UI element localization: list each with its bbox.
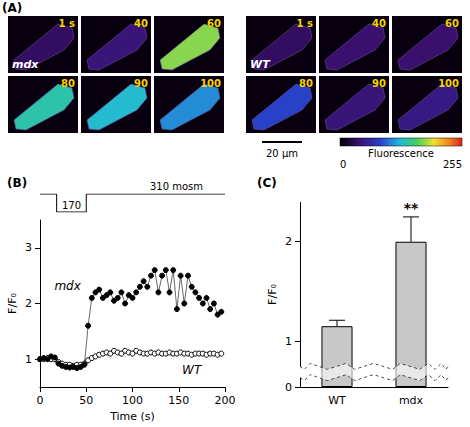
svg-text:90: 90 <box>372 78 386 89</box>
svg-text:60: 60 <box>207 18 221 29</box>
svg-text:2: 2 <box>285 235 292 248</box>
svg-text:60: 60 <box>445 18 459 29</box>
svg-text:(B): (B) <box>7 176 27 190</box>
svg-text:80: 80 <box>61 78 75 89</box>
svg-text:WT: WT <box>182 363 203 377</box>
svg-text:100: 100 <box>438 78 459 89</box>
svg-text:(C): (C) <box>257 176 277 190</box>
svg-text:Fluorescence: Fluorescence <box>368 148 434 159</box>
svg-text:(A): (A) <box>2 1 22 15</box>
svg-text:170: 170 <box>62 200 81 211</box>
svg-text:50: 50 <box>79 394 93 407</box>
svg-text:40: 40 <box>134 18 148 29</box>
svg-text:1: 1 <box>25 353 32 366</box>
svg-text:100: 100 <box>122 394 143 407</box>
svg-text:2: 2 <box>25 297 32 310</box>
svg-text:0: 0 <box>37 394 44 407</box>
svg-text:3: 3 <box>25 241 32 254</box>
svg-text:WT: WT <box>250 58 271 71</box>
svg-text:0: 0 <box>340 159 346 170</box>
svg-text:150: 150 <box>168 394 189 407</box>
svg-text:mdx: mdx <box>399 394 424 407</box>
svg-text:200: 200 <box>215 394 236 407</box>
svg-text:0: 0 <box>285 381 292 394</box>
svg-text:310 mosm: 310 mosm <box>150 181 203 192</box>
svg-text:mdx: mdx <box>54 279 81 293</box>
svg-text:100: 100 <box>200 78 221 89</box>
svg-text:90: 90 <box>134 78 148 89</box>
svg-text:40: 40 <box>372 18 386 29</box>
svg-text:1 s: 1 s <box>297 18 313 29</box>
svg-text:255: 255 <box>443 159 462 170</box>
svg-text:**: ** <box>404 200 419 216</box>
svg-text:mdx: mdx <box>12 58 39 71</box>
svg-text:F/F₀: F/F₀ <box>6 293 19 314</box>
svg-text:F/F₀: F/F₀ <box>266 284 279 305</box>
svg-text:1 s: 1 s <box>59 18 75 29</box>
svg-text:WT: WT <box>328 394 346 407</box>
svg-text:Time (s): Time (s) <box>109 410 155 423</box>
svg-text:1: 1 <box>285 335 292 348</box>
svg-text:80: 80 <box>299 78 313 89</box>
svg-text:20 μm: 20 μm <box>266 148 298 159</box>
